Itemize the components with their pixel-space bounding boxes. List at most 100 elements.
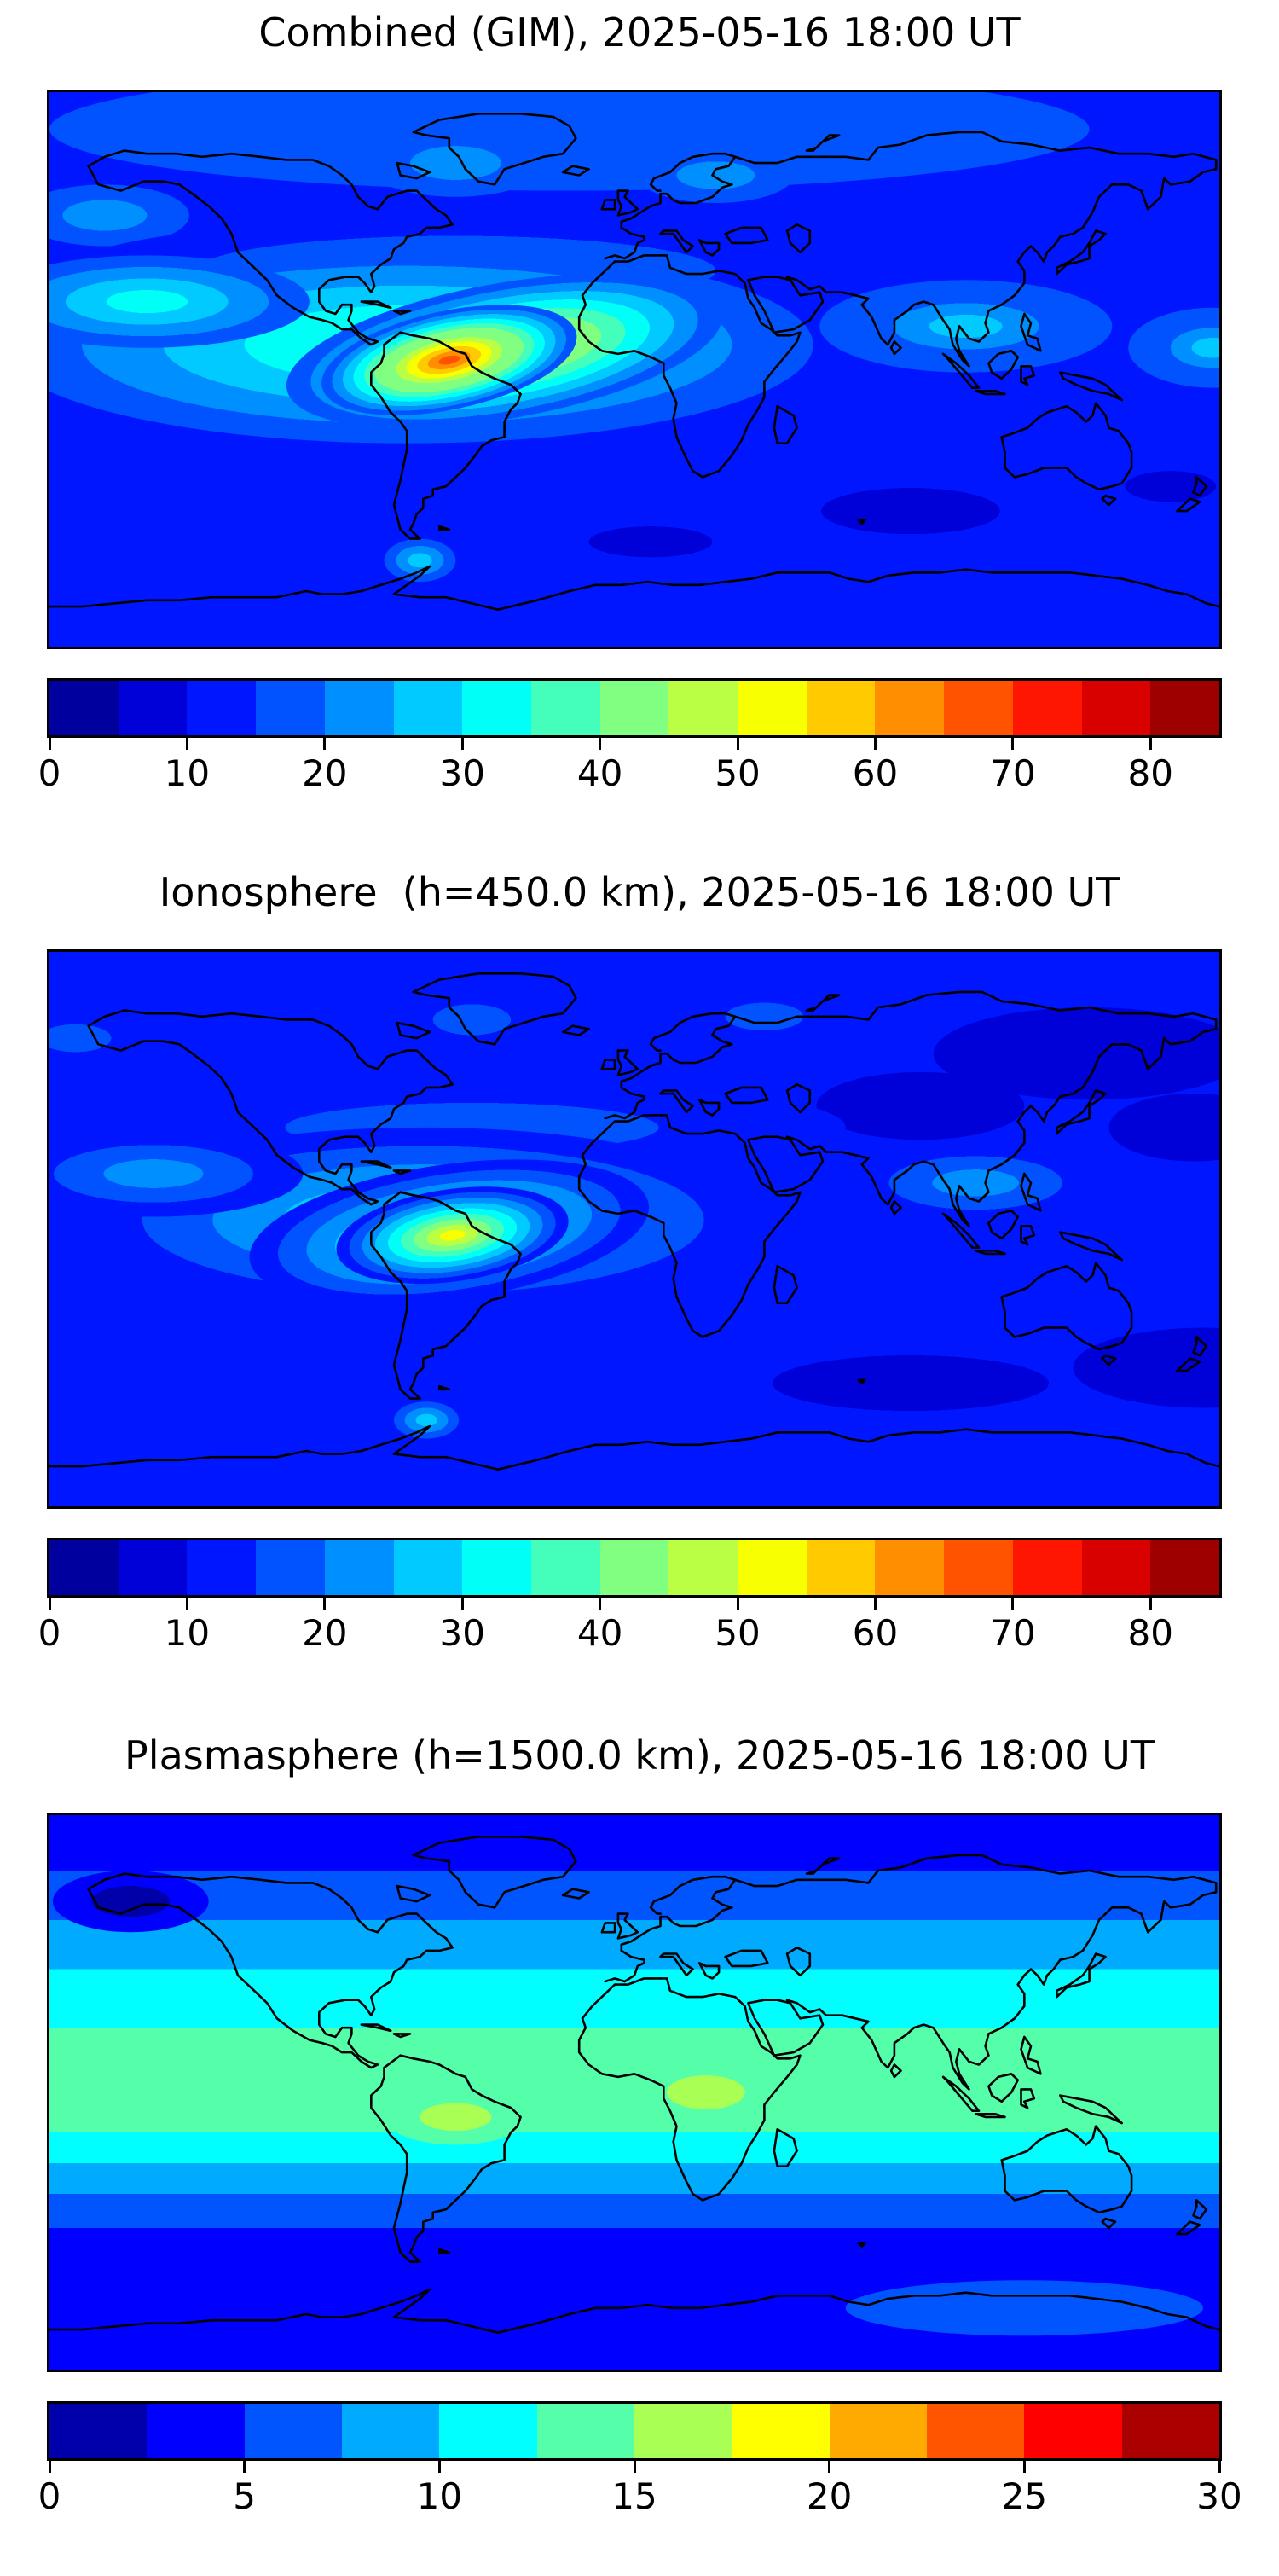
colorbar-segment — [732, 2404, 830, 2458]
coastlines-path — [49, 1836, 1219, 2334]
map-title: Combined (GIM), 2025-05-16 18:00 UT — [258, 9, 1021, 55]
colorbar-tick-mark — [1149, 1598, 1152, 1610]
colorbar-segment — [49, 2404, 148, 2458]
colorbar-segment — [118, 1540, 188, 1595]
colorbar-segment — [187, 681, 257, 735]
feature-central-asia-low — [816, 1071, 1025, 1140]
colorbar-segment — [341, 2404, 440, 2458]
colorbar-tick-mark — [48, 2461, 51, 2473]
colorbar-tick-mark — [599, 1598, 602, 1610]
colorbar-segment — [944, 1540, 1013, 1595]
colorbar-segment — [806, 1540, 876, 1595]
feature-north-pacific-patch — [49, 184, 189, 247]
feature-africa-spot — [628, 2058, 784, 2126]
feature-greenland-patch — [393, 989, 550, 1051]
colorbar-segment — [668, 681, 738, 735]
colorbar-tick-label: 50 — [715, 752, 761, 794]
colorbar-segment — [439, 2404, 537, 2458]
colorbar-segment — [875, 1540, 945, 1595]
feature-ne-pacific-low — [1108, 1094, 1219, 1162]
colorbar-tick-label: 10 — [416, 2475, 463, 2517]
colorbar-tick-label: 60 — [852, 752, 899, 794]
panel-ionosphere: Ionosphere (h=450.0 km), 2025-05-16 18:0… — [0, 860, 1279, 1713]
colorbar-tick-mark — [437, 2461, 441, 2473]
colorbar-segment — [393, 681, 463, 735]
panel-plasmasphere: Plasmasphere (h=1500.0 km), 2025-05-16 1… — [0, 1723, 1279, 2576]
world-map-svg — [49, 92, 1219, 647]
panel-combined-gim: Combined (GIM), 2025-05-16 18:00 UT 0 10 2… — [0, 0, 1279, 853]
feature-pacific-plume — [49, 255, 310, 348]
colorbar-segment — [530, 1540, 600, 1595]
colorbar-tick-mark — [460, 1598, 464, 1610]
feature-south-asia-blob — [845, 1142, 1106, 1223]
colorbar-tick-label: 30 — [1196, 2475, 1242, 2517]
colorbar-segment — [244, 2404, 342, 2458]
colorbar-tick-mark — [633, 2461, 636, 2473]
colorbar-tick-mark — [1022, 2461, 1026, 2473]
colorbar-tick-label: 25 — [1001, 2475, 1048, 2517]
map-title: Ionosphere (h=450.0 km), 2025-05-16 18:0… — [159, 869, 1120, 915]
colorbar-tick-label: 80 — [1127, 1612, 1174, 1654]
colorbar-tick-label: 80 — [1127, 752, 1174, 794]
colorbar-segment — [875, 681, 945, 735]
colorbar-segment — [599, 681, 669, 735]
colorbar-tick-label: 20 — [302, 1612, 348, 1654]
colorbar — [47, 2401, 1222, 2461]
colorbar-tick-label: 5 — [233, 2475, 257, 2517]
feature-scandinavia-patch — [637, 148, 794, 203]
colorbar-tick-label: 70 — [990, 752, 1036, 794]
colorbar-tick-label: 0 — [38, 1612, 61, 1654]
colorbar-segment — [187, 1540, 257, 1595]
feature-barents-patch — [686, 989, 842, 1045]
colorbar-segment — [462, 681, 531, 735]
colorbar-tick-mark — [185, 1598, 188, 1610]
colorbar-segment — [738, 1540, 807, 1595]
colorbar — [47, 1538, 1222, 1598]
feature-siberia-low — [933, 1007, 1219, 1100]
colorbar-segment — [806, 681, 876, 735]
coastlines-path — [49, 113, 1219, 611]
colorbar-tick-label: 70 — [990, 1612, 1036, 1654]
colorbar-tick-mark — [460, 738, 464, 750]
colorbar-segment — [462, 1540, 531, 1595]
colorbar-segment — [1150, 681, 1219, 735]
feature-alaska-low — [52, 1871, 209, 1933]
map-title: Plasmasphere (h=1500.0 km), 2025-05-16 1… — [124, 1732, 1155, 1778]
feature-antarctic-coast-band — [845, 2280, 1203, 2336]
colorbar-segment — [147, 2404, 245, 2458]
colorbar-tick-mark — [323, 1598, 327, 1610]
colorbar-tick-label: 0 — [38, 2475, 61, 2517]
colorbar-tick-mark — [185, 738, 188, 750]
colorbar-tick-label: 40 — [576, 1612, 623, 1654]
colorbar-tick-mark — [873, 738, 877, 750]
colorbar-tick-mark — [1149, 738, 1152, 750]
colorbar — [47, 678, 1222, 738]
colorbar-segment — [324, 681, 394, 735]
colorbar-segment — [49, 681, 119, 735]
colorbar-tick-label: 10 — [164, 1612, 211, 1654]
colorbar-tick-label: 50 — [715, 1612, 761, 1654]
world-map — [47, 949, 1222, 1509]
feature-arctic-band — [49, 92, 1090, 191]
colorbar-tick-mark — [736, 1598, 739, 1610]
feature-hotspot-core — [336, 1186, 569, 1285]
colorbar-segment — [256, 1540, 325, 1595]
colorbar-segment — [1081, 681, 1151, 735]
colorbar-segment — [1150, 1540, 1219, 1595]
colorbar-tick-label: 60 — [852, 1612, 899, 1654]
colorbar-segment — [738, 681, 807, 735]
colorbar-segment — [49, 1540, 119, 1595]
feature-indian-ocean-low — [634, 1327, 1187, 1439]
colorbar-segment — [668, 1540, 738, 1595]
feature-tip-spot — [393, 1401, 460, 1439]
feature-dateline-blob — [1128, 307, 1219, 388]
colorbar-tick-label: 10 — [164, 752, 211, 794]
colorbar-segment — [1121, 2404, 1219, 2458]
colorbar-segment — [1012, 1540, 1082, 1595]
colorbar-segment — [599, 1540, 669, 1595]
colorbar-tick-mark — [1011, 1598, 1015, 1610]
colorbar-tick-label: 20 — [806, 2475, 853, 2517]
feature-tasman-low — [1079, 455, 1219, 518]
colorbar-tick-label: 30 — [439, 1612, 485, 1654]
colorbar-tick-mark — [243, 2461, 246, 2473]
